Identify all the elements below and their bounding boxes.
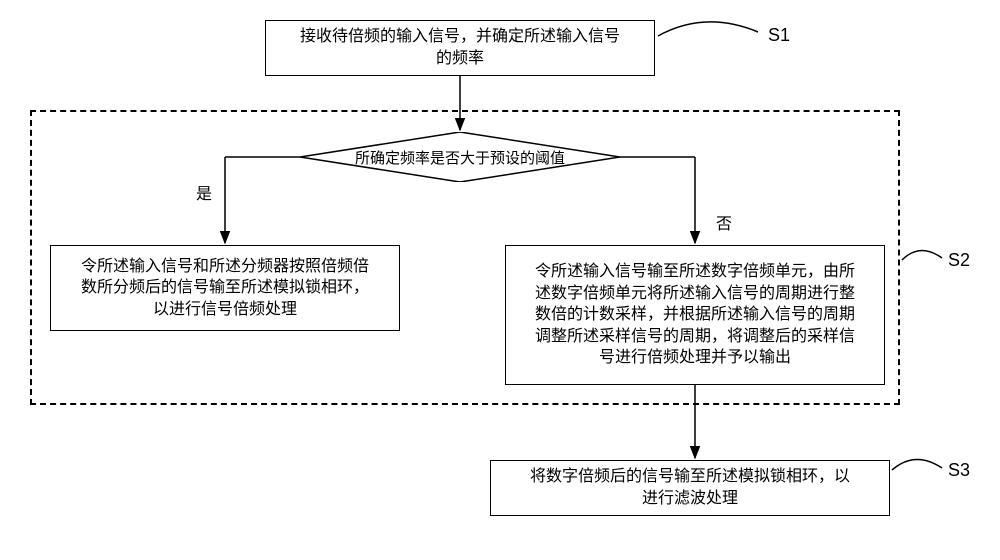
s2-label: S2 (948, 250, 970, 271)
s3-box: 将数字倍频后的信号输至所述模拟锁相环，以进行滤波处理 (490, 460, 890, 516)
yes-label: 是 (196, 180, 212, 204)
decision-text: 所确定频率是否大于预设的阈值 (345, 147, 575, 168)
s3-text: 将数字倍频后的信号输至所述模拟锁相环，以进行滤波处理 (530, 466, 850, 509)
s1-text: 接收待倍频的输入信号，并确定所述输入信号的频率 (300, 26, 620, 69)
left-branch-box: 令所述输入信号和所述分频器按照倍频倍数所分频后的信号输至所述模拟锁相环，以进行信… (50, 245, 400, 331)
no-label: 否 (716, 210, 732, 234)
decision-diamond: 所确定频率是否大于预设的阈值 (300, 132, 620, 182)
s1-label: S1 (768, 25, 790, 46)
right-branch-text: 令所述输入信号输至所述数字倍频单元，由所述数字倍频单元将所述输入信号的周期进行整… (535, 261, 855, 369)
s3-label: S3 (948, 460, 970, 481)
left-branch-text: 令所述输入信号和所述分频器按照倍频倍数所分频后的信号输至所述模拟锁相环，以进行信… (81, 256, 369, 321)
s1-box: 接收待倍频的输入信号，并确定所述输入信号的频率 (265, 20, 655, 76)
flowchart-canvas: 接收待倍频的输入信号，并确定所述输入信号的频率 所确定频率是否大于预设的阈值 令… (0, 0, 1000, 560)
right-branch-box: 令所述输入信号输至所述数字倍频单元，由所述数字倍频单元将所述输入信号的周期进行整… (505, 245, 885, 385)
